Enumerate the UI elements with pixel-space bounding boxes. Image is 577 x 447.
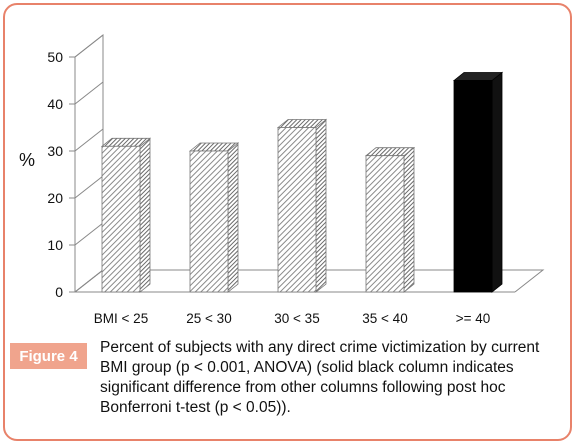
y-depth-line xyxy=(74,222,104,246)
x-tick-label: 35 < 40 xyxy=(362,311,407,326)
x-tick-label: BMI < 25 xyxy=(94,311,148,326)
bar-chart: 0 10 20 30 40 50% BMI < 25 25 < 30 30 < 35 35 < 4… xyxy=(19,33,545,326)
figure-caption: Percent of subjects with any direct crim… xyxy=(100,339,540,416)
bar-side xyxy=(139,137,151,293)
bar-front xyxy=(453,80,493,293)
y-tick-label: 50 xyxy=(47,49,63,65)
bar-front xyxy=(101,145,141,293)
y-tick-label: 10 xyxy=(47,237,63,253)
y-depth-line xyxy=(74,128,104,152)
chart-labels: 0 10 20 30 40 50% BMI < 25 25 < 30 30 < 35 35 < 4… xyxy=(19,49,490,326)
y-tick-label: 20 xyxy=(47,190,63,206)
bar-2 xyxy=(276,118,328,293)
y-depth-line xyxy=(74,175,104,199)
y-depth-line xyxy=(74,34,104,58)
bar-4 xyxy=(452,71,504,293)
x-tick-label: 25 < 30 xyxy=(186,311,231,326)
bar-side xyxy=(227,142,239,293)
x-tick-label: >= 40 xyxy=(456,311,491,326)
figure-label-badge: Figure 4 xyxy=(10,343,87,369)
bar-front xyxy=(365,155,405,293)
y-depth-line xyxy=(74,81,104,105)
chart-bars xyxy=(100,71,504,293)
y-axis-label: % xyxy=(19,150,35,170)
y-depth-line xyxy=(74,269,104,293)
bar-3 xyxy=(364,146,416,293)
y-tick-label: 40 xyxy=(47,96,63,112)
y-tick-label: 30 xyxy=(47,143,63,159)
y-tick-label: 0 xyxy=(55,284,63,300)
bar-front xyxy=(277,127,317,293)
bar-side xyxy=(403,146,415,293)
bar-front xyxy=(189,150,229,293)
side-wall xyxy=(74,33,104,293)
bar-side xyxy=(491,71,503,293)
bar-0 xyxy=(100,137,152,293)
bar-side xyxy=(315,118,327,293)
x-tick-label: 30 < 35 xyxy=(274,311,319,326)
bar-1 xyxy=(188,142,240,293)
chart-axes xyxy=(69,33,545,293)
